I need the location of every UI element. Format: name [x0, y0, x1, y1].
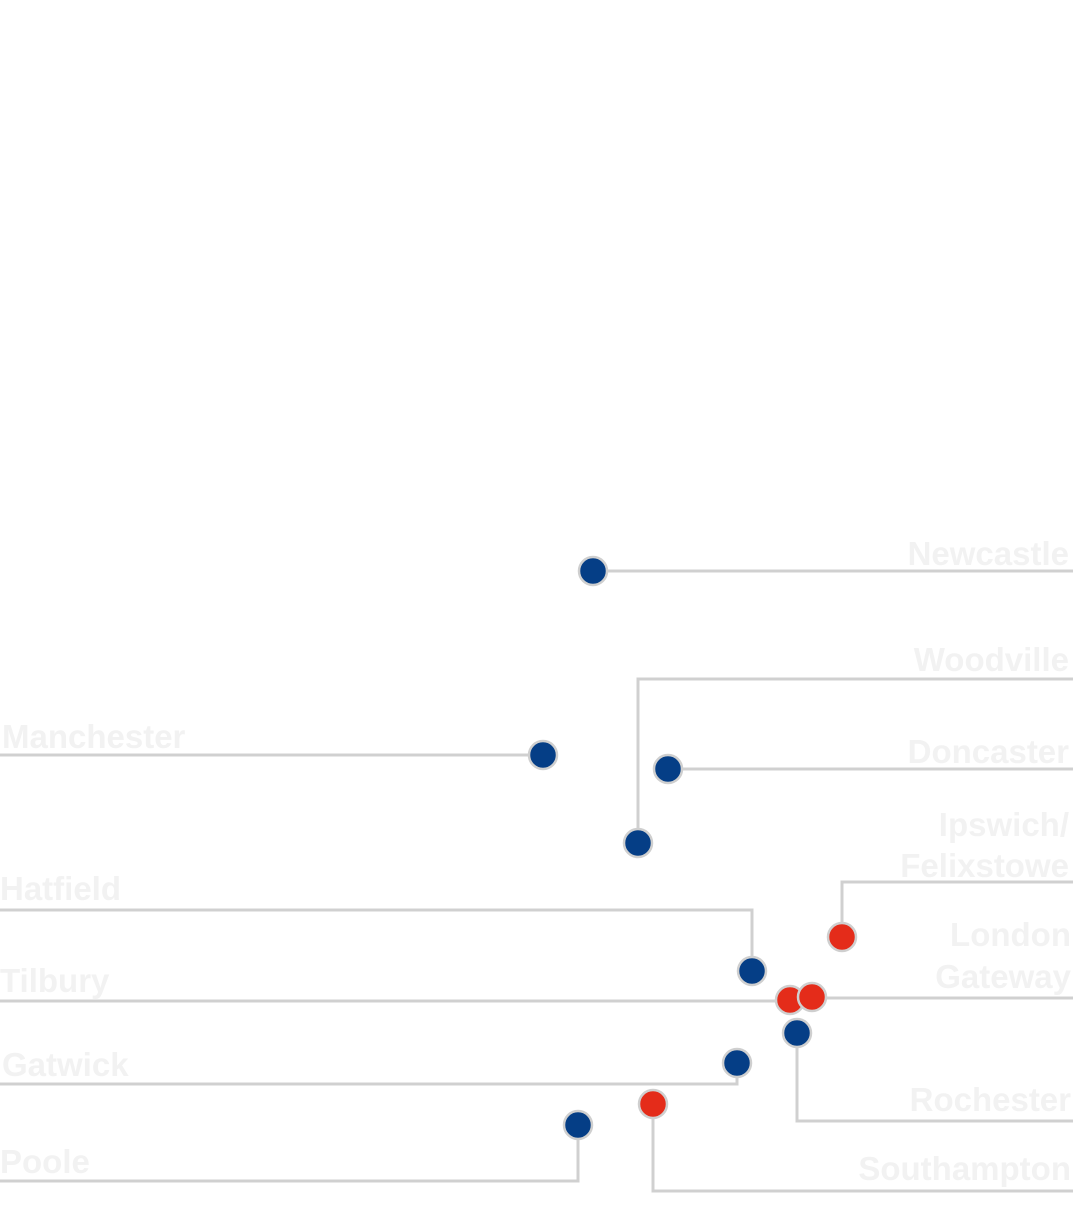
marker-ipswich-felixstowe[interactable]: [826, 921, 858, 953]
marker-woodville[interactable]: [622, 827, 654, 859]
label-london-line2: Gateway: [935, 958, 1071, 995]
leader-hatfield: [0, 908, 754, 958]
marker-poole[interactable]: [562, 1109, 594, 1141]
label-gatwick: Gatwick: [2, 1046, 129, 1083]
label-london-line1: London: [950, 916, 1071, 953]
label-doncaster: Doncaster: [908, 733, 1070, 770]
leader-gatwick: [0, 1077, 739, 1086]
leader-poole: [0, 1139, 580, 1183]
label-manchester: Manchester: [2, 718, 186, 755]
label-ipswich-line2: Felixstowe: [900, 847, 1069, 884]
marker-gatwick[interactable]: [721, 1047, 753, 1079]
markers: [527, 555, 858, 1141]
label-woodville: Woodville: [914, 641, 1069, 678]
marker-southampton[interactable]: [637, 1088, 669, 1120]
label-poole: Poole: [0, 1143, 90, 1180]
marker-hatfield[interactable]: [736, 955, 768, 987]
marker-newcastle[interactable]: [577, 555, 609, 587]
marker-rochester[interactable]: [781, 1017, 813, 1049]
label-southampton: Southampton: [858, 1150, 1071, 1187]
marker-manchester[interactable]: [527, 739, 559, 771]
label-tilbury: Tilbury: [0, 962, 110, 999]
marker-doncaster[interactable]: [652, 753, 684, 785]
leader-southampton: [651, 1118, 1073, 1193]
label-rochester: Rochester: [910, 1081, 1072, 1118]
marker-london-gateway[interactable]: [796, 981, 828, 1013]
label-ipswich-line1: Ipswich/: [939, 806, 1069, 843]
label-hatfield: Hatfield: [0, 870, 121, 907]
leader-lines: [0, 569, 1073, 1193]
leader-rochester: [795, 1047, 1073, 1123]
leader-ipswich-felixstowe: [840, 880, 1073, 924]
leader-woodville: [636, 677, 1073, 830]
place-labels: Newcastle Woodville Doncaster Manchester…: [0, 535, 1072, 1187]
label-newcastle: Newcastle: [908, 535, 1069, 572]
